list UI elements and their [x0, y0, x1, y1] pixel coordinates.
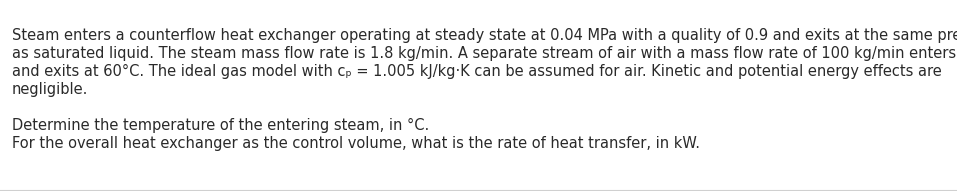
- Text: and exits at 60°C. The ideal gas model with cₚ = 1.005 kJ/kg·K can be assumed fo: and exits at 60°C. The ideal gas model w…: [12, 64, 942, 79]
- Text: negligible.: negligible.: [12, 82, 88, 97]
- Text: For the overall heat exchanger as the control volume, what is the rate of heat t: For the overall heat exchanger as the co…: [12, 136, 700, 151]
- Text: Determine the temperature of the entering steam, in °C.: Determine the temperature of the enterin…: [12, 118, 430, 133]
- Text: Steam enters a counterflow heat exchanger operating at steady state at 0.04 MPa : Steam enters a counterflow heat exchange…: [12, 28, 957, 43]
- Text: as saturated liquid. The steam mass flow rate is 1.8 kg/min. A separate stream o: as saturated liquid. The steam mass flow…: [12, 46, 957, 61]
